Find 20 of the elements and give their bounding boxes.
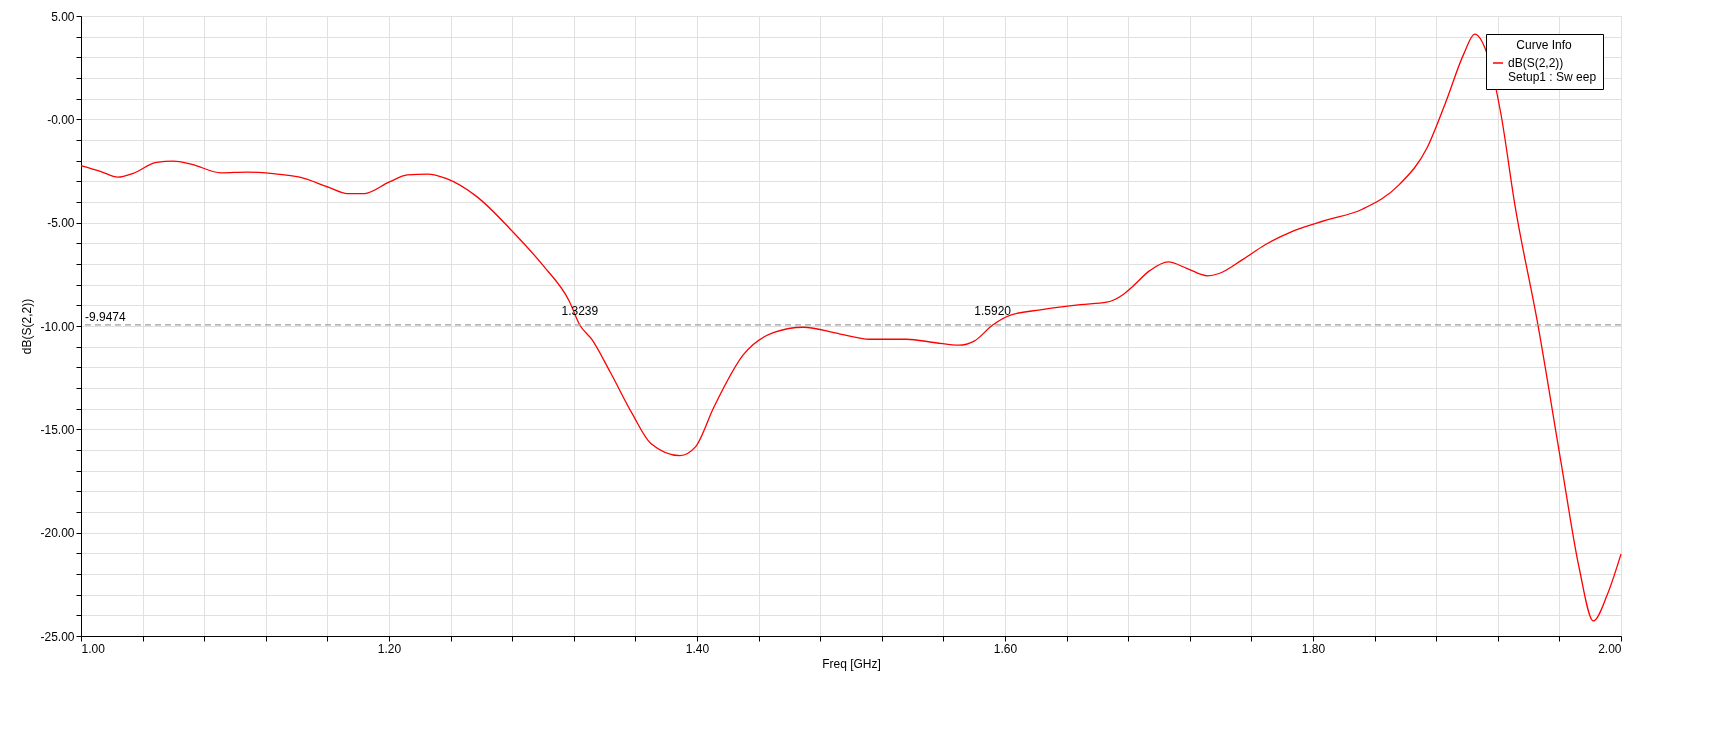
y-tick-label: -15.00 [40, 422, 75, 437]
y-tick-label: -20.00 [40, 526, 75, 541]
line-series [80, 33, 1622, 622]
ref-line-label: -9.9474 [85, 309, 127, 324]
y-axis-title: dB(S(2,2)) [20, 298, 35, 355]
x-axis-title: Freq [GHz] [822, 656, 881, 671]
x-tick-label: 1.00 [81, 641, 106, 656]
y-tick-label: -5.00 [47, 216, 75, 231]
legend-title: Curve Info [1516, 38, 1573, 52]
annotation: 1.5920 [974, 303, 1012, 318]
y-tick-label: 5.00 [51, 9, 75, 24]
x-tick-label: 1.40 [685, 641, 710, 656]
x-tick-label: 2.00 [1598, 641, 1622, 656]
y-tick-label: -0.00 [47, 112, 75, 127]
x-tick-label: 1.80 [1301, 641, 1326, 656]
x-tick-label: 1.20 [377, 641, 402, 656]
x-tick-label: 1.60 [993, 641, 1018, 656]
legend-label: dB(S(2,2)) Setup1 : Sw eep [1508, 56, 1597, 84]
y-tick-label: -10.00 [40, 319, 75, 334]
y-tick-label: -25.00 [40, 629, 75, 644]
